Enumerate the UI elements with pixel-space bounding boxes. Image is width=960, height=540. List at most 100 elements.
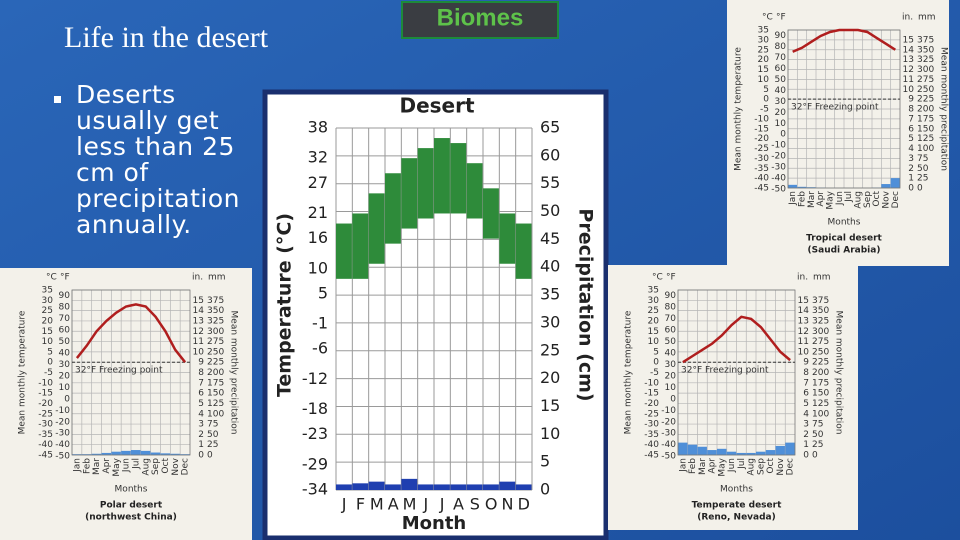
c-tick-label: -45 [754,184,769,194]
temperature-line [792,28,897,53]
in-tick-label: 2 [908,164,914,174]
caption: Polar desert [100,501,163,511]
plot-frame [71,289,191,456]
mm-tick-label: 350 [812,306,829,316]
c-unit: °C [46,273,57,283]
temperature-range [368,193,385,264]
mm-tick-label: 325 [917,55,934,65]
temperature-range [336,223,353,279]
precipitation-bar [352,483,369,490]
in-tick-label: 3 [198,420,204,430]
in-tick-label: 6 [803,389,809,399]
mm-tick-label: 350 [917,45,934,55]
in-tick-label: 1 [198,440,204,450]
x-tick-label: J [439,495,445,514]
y-tick-label: -23 [302,424,328,443]
in-tick-label: 9 [198,358,204,368]
x-tick-label: Dec [181,458,191,475]
x-tick-label: Jun [835,191,845,206]
c-tick-label: 20 [42,316,54,326]
c-tick-label: 30 [42,296,54,306]
mm-unit: mm [918,13,936,23]
bullet-text: Deserts usually get less than 25 cm of p… [76,82,240,239]
temperature-range [515,223,532,279]
x-tick-label: N [502,495,514,514]
c-tick-label: -40 [754,174,769,184]
caption: (Reno, Nevada) [697,513,776,523]
f-tick-label: -50 [771,185,786,195]
x-tick-label: May [112,457,122,476]
x-tick-label: Jun [122,458,132,473]
x-tick-label: M [370,495,384,514]
x-tick-label: O [485,495,498,514]
x-tick-label: Oct [766,458,776,474]
temperature-range [499,213,516,264]
temperature-range [352,213,369,279]
in-tick-label: 10 [193,347,205,357]
precipitation-bar [72,454,82,455]
in-tick-label: 2 [803,430,809,440]
in-tick-label: 14 [903,45,915,55]
x-tick-label: Nov [776,457,786,475]
c-tick-label: 20 [758,55,770,65]
in-unit: in. [902,13,913,23]
x-tick-label: Feb [688,458,698,474]
f-tick-label: 0 [64,394,70,404]
f-tick-label: 70 [665,314,677,324]
mm-tick-label: 200 [207,368,224,378]
f-tick-label: -30 [771,163,786,173]
mm-tick-label: 50 [917,164,929,174]
precipitation-bar [717,448,727,455]
f-tick-label: 70 [59,314,71,324]
precipitation-bar [91,453,102,455]
f-tick-label: 40 [775,86,787,96]
f-unit: °F [666,273,676,283]
temperature-range [401,158,418,229]
mm-tick-label: 175 [917,114,934,124]
mm-tick-label: 300 [812,327,829,337]
precipitation-bar [736,452,747,455]
mm-tick-label: 200 [917,105,934,115]
in-tick-label: 4 [803,409,809,419]
x-axis-label: Months [115,485,148,495]
temperature-line [682,315,791,364]
x-tick-label: Sep [863,191,873,208]
precipitation-bar [368,481,385,490]
in-tick-label: 0 [908,184,914,194]
c-unit: °C [762,13,773,23]
x-tick-label: Jul [131,458,141,470]
in-tick-label: 6 [198,389,204,399]
y2-tick-label: 60 [540,145,560,164]
in-tick-label: 9 [803,358,809,368]
in-tick-label: 5 [198,399,204,409]
y-axis-label: Mean monthly temperature [624,310,634,434]
c-tick-label: -20 [754,134,769,144]
mm-tick-label: 150 [917,124,934,134]
c-tick-label: -35 [38,430,53,440]
mm-tick-label: 25 [917,174,928,184]
in-tick-label: 0 [803,451,809,461]
in-tick-label: 1 [803,440,809,450]
c-tick-label: 25 [42,306,53,316]
c-tick-label: 35 [42,286,53,296]
c-tick-label: -25 [38,409,53,419]
y2-tick-label: 55 [540,173,560,192]
freezing-annotation: 32°F Freezing point [681,366,769,376]
f-tick-label: -20 [661,417,676,427]
x-tick-label: Jan [678,458,688,473]
c-tick-label: 25 [648,306,659,316]
mm-tick-label: 25 [207,440,218,450]
plot-frame [677,289,796,456]
mm-tick-label: 125 [812,399,829,409]
in-tick-label: 11 [903,75,914,85]
f-tick-label: 30 [665,360,677,370]
c-tick-label: 15 [42,327,53,337]
freezing-annotation: 32°F Freezing point [75,366,163,376]
x-tick-label: Dec [891,191,901,208]
precipitation-bar [101,452,112,455]
temperature-range [450,143,467,214]
y2-tick-label: 0 [540,480,550,499]
y-tick-label: -34 [302,480,328,499]
c-tick-label: -40 [644,440,659,450]
precipitation-bar [687,444,698,455]
